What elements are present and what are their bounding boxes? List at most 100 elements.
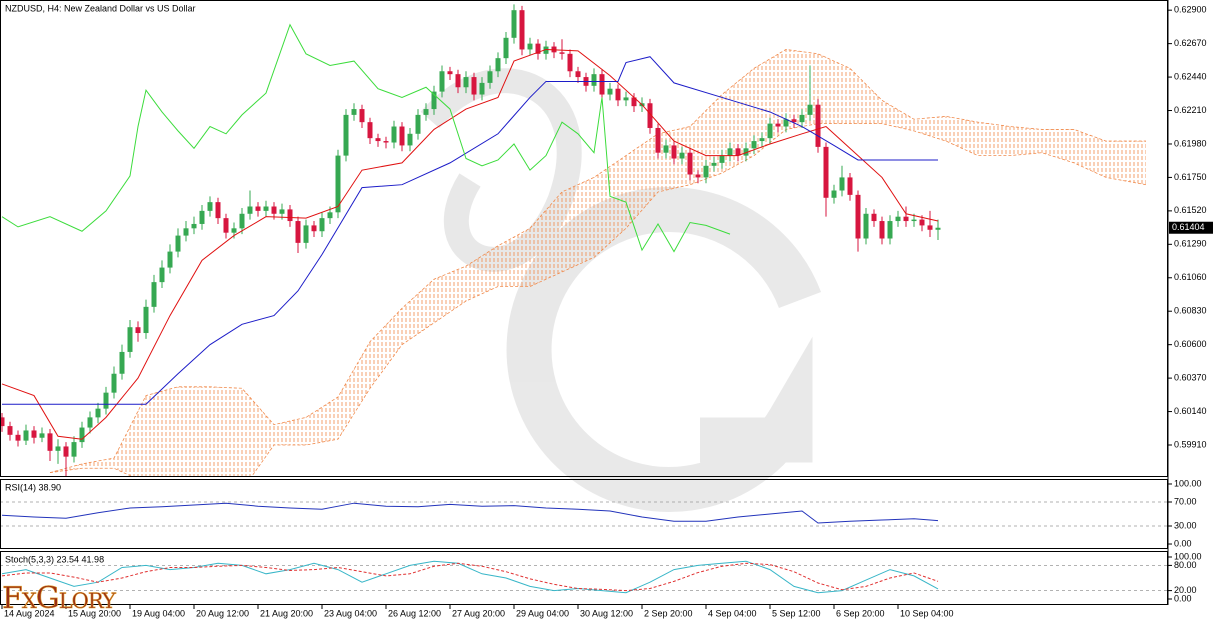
current-price-label: 0.61404 (1172, 222, 1205, 232)
x-tick-label: 2 Sep 20:00 (644, 608, 693, 618)
candle-body (239, 213, 245, 229)
candle-body (159, 267, 165, 283)
candle-body (599, 74, 605, 95)
x-tick-label: 26 Aug 12:00 (388, 608, 441, 618)
candle-body (55, 446, 61, 451)
candle-body (0, 417, 5, 427)
y-tick-label: 0.60830 (1174, 306, 1207, 316)
candle-body (871, 213, 877, 222)
candle-body (335, 155, 341, 213)
y-tick-label: 0.61750 (1174, 172, 1207, 182)
candle-body (319, 218, 325, 232)
candle-body (15, 434, 21, 441)
candle-body (7, 426, 13, 435)
candle-body (927, 225, 933, 230)
candle-body (351, 109, 357, 115)
candle-body (311, 225, 317, 232)
candle-body (727, 148, 733, 156)
watermark-g (506, 187, 822, 512)
candle-body (759, 138, 765, 142)
candle-body (767, 123, 773, 139)
candle-body (823, 146, 829, 198)
candle-body (119, 351, 125, 374)
candle-body (87, 417, 93, 428)
candle-body (479, 82, 485, 95)
candle-body (543, 46, 549, 54)
candle-body (607, 88, 613, 95)
plot-area (0, 4, 1147, 477)
candle-body (623, 97, 629, 101)
candle-body (671, 145, 677, 159)
candle-body (295, 221, 301, 243)
x-tick-label: 20 Aug 12:00 (196, 608, 249, 618)
candle-body (143, 306, 149, 334)
candle-body (695, 174, 701, 178)
candle-body (127, 327, 133, 352)
candle-body (847, 177, 853, 195)
candle-body (95, 408, 101, 418)
candle-body (503, 37, 509, 59)
candle-body (359, 109, 365, 123)
candle-body (935, 227, 941, 230)
candle-body (207, 202, 213, 211)
y-tick-label: 0.62900 (1174, 5, 1207, 15)
y-tick-label: 0.61980 (1174, 138, 1207, 148)
x-tick-label: 14 Aug 2024 (4, 608, 55, 618)
candle-body (647, 103, 653, 128)
candle-body (247, 206, 253, 214)
y-tick-label: 0.61520 (1174, 205, 1207, 215)
y-tick-label: 0.62440 (1174, 71, 1207, 81)
candle-body (567, 53, 573, 72)
x-tick-label: 30 Aug 12:00 (580, 608, 633, 618)
candle-body (791, 119, 797, 123)
candle-body (111, 373, 117, 393)
candle-body (919, 219, 925, 226)
candle-body (687, 152, 693, 175)
candle-body (535, 43, 541, 54)
candle-body (751, 141, 757, 149)
candle-body (375, 138, 381, 142)
y-tick-label: 100.00 (1174, 551, 1202, 561)
candle-body (191, 223, 197, 229)
panel-title: NZDUSD, H4: New Zealand Dollar vs US Dol… (5, 3, 196, 13)
candle-body (839, 177, 845, 191)
candle-body (391, 126, 397, 143)
candle-body (407, 133, 413, 146)
cloud-edge (49, 123, 1147, 477)
candle-body (383, 141, 389, 143)
candle-body (423, 109, 429, 115)
candle-body (263, 206, 269, 211)
candle-body (703, 165, 709, 178)
y-tick-label: 0.60600 (1174, 339, 1207, 349)
cloud (50, 49, 1146, 477)
y-tick-label: 0.00 (1174, 538, 1192, 548)
x-tick-label: 6 Sep 20:00 (836, 608, 885, 618)
y-tick-label: 0.62670 (1174, 38, 1207, 48)
candle-body (735, 148, 741, 156)
candle-body (855, 194, 861, 239)
panel-title: RSI(14) 38.90 (5, 482, 61, 492)
plot-area (0, 501, 1168, 527)
candle-body (455, 74, 461, 88)
candle-body (863, 213, 869, 239)
y-tick-label: 0.60140 (1174, 406, 1207, 416)
candle-body (223, 218, 229, 233)
candle-body (775, 123, 781, 127)
x-tick-label: 19 Aug 04:00 (132, 608, 185, 618)
candle-body (399, 126, 405, 146)
y-tick-label: 20.00 (1174, 585, 1197, 595)
candle-body (63, 446, 69, 457)
candle-body (879, 221, 885, 239)
x-tick-label: 29 Aug 04:00 (516, 608, 569, 618)
candle-body (175, 235, 181, 252)
candle-body (47, 433, 53, 451)
candle-body (103, 392, 109, 409)
x-tick-label: 10 Sep 04:00 (900, 608, 954, 618)
candle-body (487, 71, 493, 83)
indicator-line (1, 562, 939, 592)
x-tick-label: 23 Aug 04:00 (324, 608, 377, 618)
candle-body (559, 52, 565, 54)
candle-body (343, 114, 349, 156)
candle-body (815, 104, 821, 147)
